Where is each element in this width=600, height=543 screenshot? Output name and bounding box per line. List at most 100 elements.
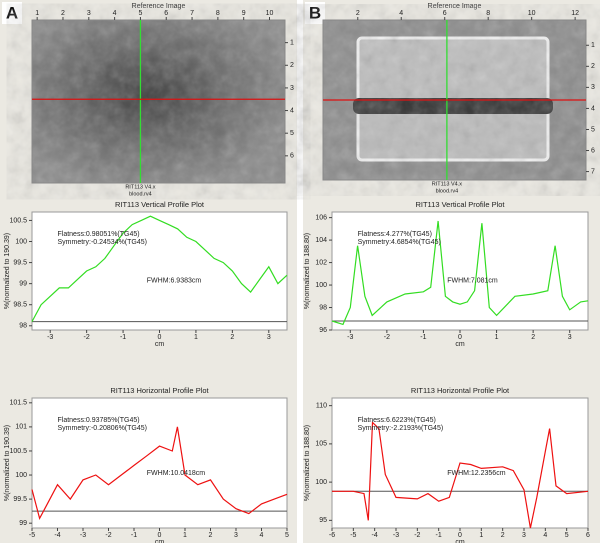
y-tick-label: 4 [591,105,595,112]
x-tick-label: -6 [329,532,335,539]
x-tick-label: 10 [528,10,536,17]
symmetry: Symmetry:4.6854%(TG45) [358,239,441,246]
x-tick-label: 1 [479,532,483,539]
x-axis-label: cm [455,341,465,348]
y-tick-label: 100 [315,479,327,486]
profile-line [31,215,288,322]
y-tick-label: 102 [315,259,327,266]
y-tick-label: 106 [315,214,327,221]
x-tick-label: 4 [543,532,547,539]
x-tick-label: -3 [393,532,399,539]
x-tick-label: -1 [131,532,137,539]
x-tick-label: 5 [138,10,142,17]
x-tick-label: 3 [87,10,91,17]
x-tick-label: -5 [29,532,35,539]
x-tick-label: 1 [35,10,39,17]
flatness: Flatness:6.6223%(TG45) [358,417,436,424]
x-tick-label: 3 [522,532,526,539]
x-tick-label: 2 [356,10,360,17]
flatness: Flatness:0.93785%(TG45) [58,417,140,424]
y-tick-label: 99 [19,280,27,287]
x-tick-label: 3 [267,334,271,341]
symmetry: Symmetry:-0.20806%(TG45) [58,425,147,432]
y-tick-label: 1 [591,42,595,49]
plot-area [331,211,589,331]
y-tick-label: 99 [19,520,27,527]
x-tick-label: 4 [113,10,117,17]
y-tick-label: 6 [290,153,294,160]
plot-title: RIT113 Horizontal Profile Plot [411,386,510,395]
x-tick-label: 2 [230,334,234,341]
x-tick-label: 2 [501,532,505,539]
x-tick-label: 6 [164,10,168,17]
x-tick-label: 0 [458,334,462,341]
symmetry: Symmetry:-2.2193%(TG45) [358,425,444,432]
x-tick-label: 4 [260,532,264,539]
x-axis-label: cm [155,341,165,348]
x-tick-label: -5 [350,532,356,539]
y-tick-label: 3 [591,84,595,91]
image-title: Reference Image [132,3,186,10]
noise [32,20,285,183]
fwhm: FWHM:10.0418cm [147,470,206,477]
y-tick-label: 98.5 [13,302,27,309]
x-tick-label: 3 [568,334,572,341]
x-tick-label: -2 [84,334,90,341]
fwhm: FWHM:12.2356cm [447,470,506,477]
x-tick-label: 2 [531,334,535,341]
y-tick-label: 98 [19,323,27,330]
plot-title: RIT113 Vertical Profile Plot [115,200,205,209]
profile-line [332,421,589,529]
plot-area [31,397,288,529]
y-tick-label: 104 [315,237,327,244]
image-title: Reference Image [428,3,482,10]
plot-title: RIT113 Vertical Profile Plot [415,200,505,209]
profile-line [31,426,288,521]
x-tick-label: -3 [80,532,86,539]
y-tick-label: 99.5 [13,259,27,266]
y-tick-label: 3 [290,85,294,92]
y-tick-label: 2 [591,63,595,70]
x-tick-label: -3 [347,334,353,341]
x-tick-label: 10 [266,10,274,17]
y-axis-label: %(normalized to 188.80) [304,425,311,501]
panel-label: B [309,3,321,22]
y-tick-label: 98 [319,304,327,311]
flatness: Flatness:0.98051%(TG45) [58,231,140,238]
y-tick-label: 100 [15,472,27,479]
y-tick-label: 1 [290,39,294,46]
x-tick-label: -4 [372,532,378,539]
y-tick-label: 95 [319,517,327,524]
y-axis-label: %(normalized to 188.80) [304,233,311,309]
y-tick-label: 4 [290,107,294,114]
x-axis-label: cm [155,539,165,543]
x-tick-label: 1 [183,532,187,539]
x-tick-label: 2 [61,10,65,17]
y-tick-label: 6 [591,147,595,154]
x-tick-label: -1 [420,334,426,341]
y-tick-label: 100 [315,282,327,289]
y-tick-label: 100.5 [9,448,27,455]
x-tick-label: 8 [216,10,220,17]
x-tick-label: 12 [571,10,579,17]
plot-title: RIT113 Horizontal Profile Plot [110,386,209,395]
y-tick-label: 5 [290,130,294,137]
x-tick-label: 0 [458,532,462,539]
y-tick-label: 5 [591,126,595,133]
footnote: RIT113 V4.x [125,184,155,190]
y-axis-label: %(normalized to 190.39) [4,425,11,501]
x-tick-label: -1 [436,532,442,539]
frame [31,19,286,184]
x-tick-label: -2 [384,334,390,341]
x-tick-label: 8 [486,10,490,17]
footnote: blood.rv4 [436,188,459,194]
x-tick-label: 3 [234,532,238,539]
fwhm: FWHM:6.9383cm [147,277,202,284]
y-tick-label: 100 [15,238,27,245]
symmetry: Symmetry:-0.24534%(TG45) [58,239,147,246]
x-tick-label: -2 [105,532,111,539]
y-tick-label: 100.5 [9,217,27,224]
footnote: RIT113 V4.x [432,181,462,187]
y-tick-label: 101 [15,424,27,431]
y-tick-label: 7 [591,168,595,175]
